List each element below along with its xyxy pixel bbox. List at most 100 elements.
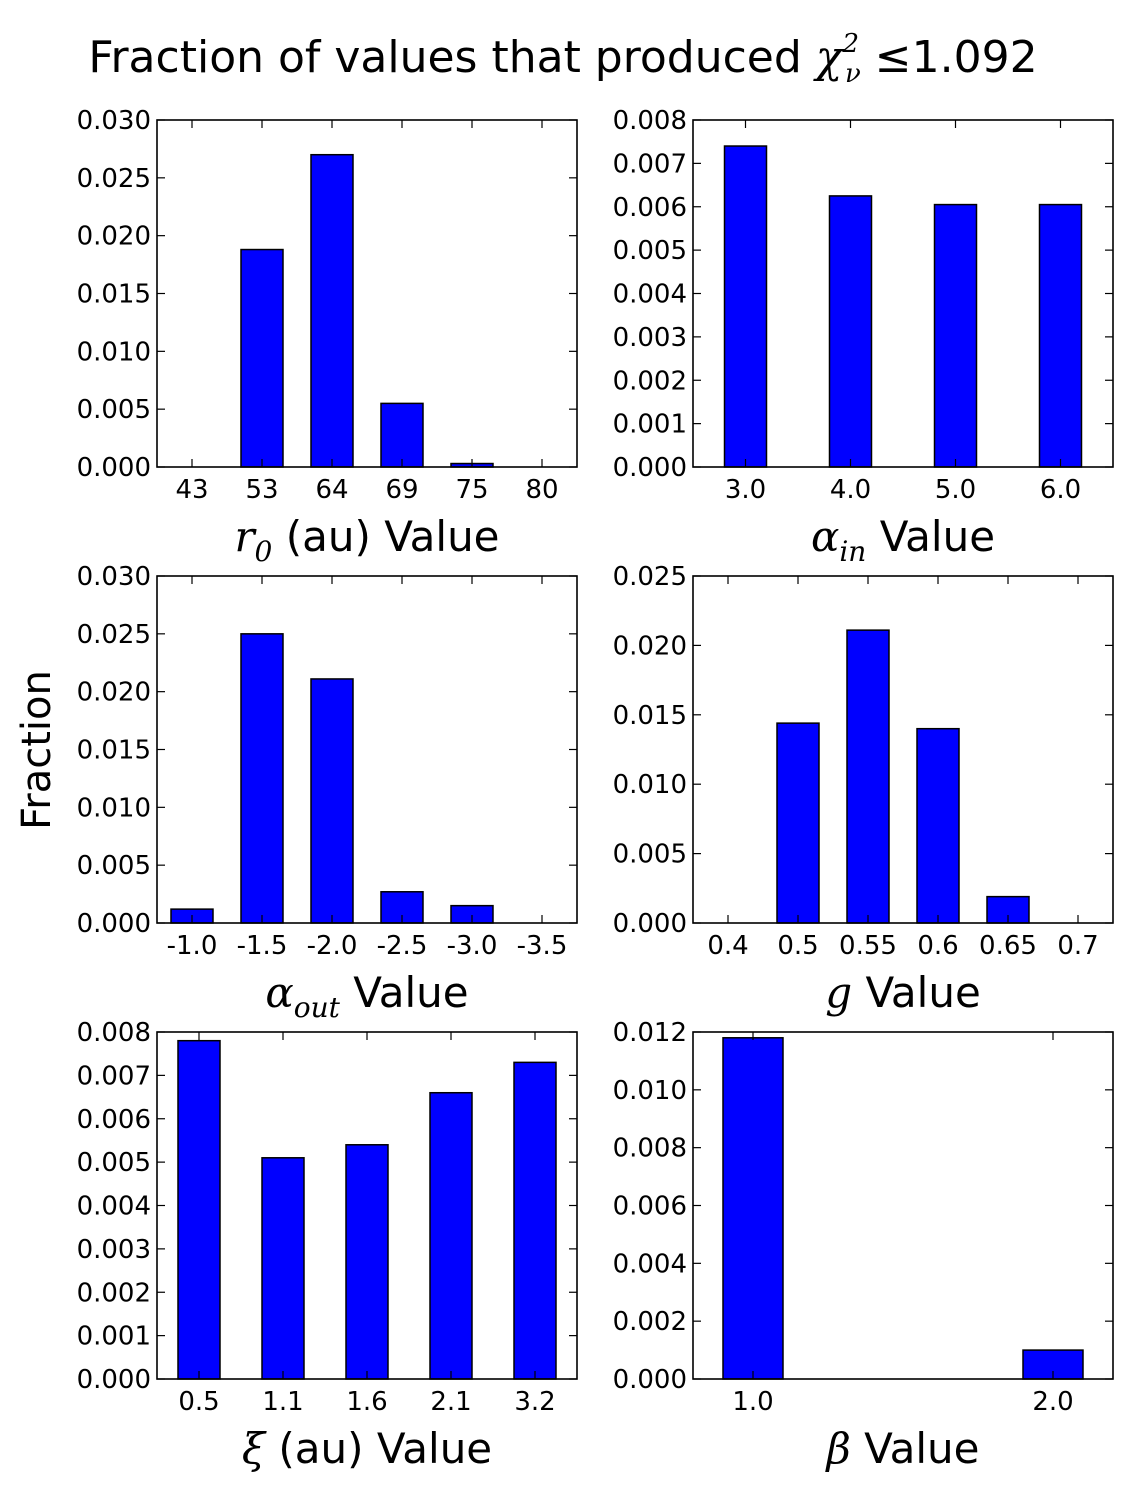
x-axis-label-text: (au) Value [272,512,499,561]
x-tick-label: 0.4 [707,931,748,961]
x-tick-label: 0.6 [917,931,958,961]
chart-panel-1: 0.000 0.005 0.010 0.015 0.020 0.025 0.030 43 53 6… [77,106,578,568]
x-tick-label: -3.5 [517,931,568,961]
bar-69 [380,402,424,468]
x-tick-label: 1.1 [262,1387,303,1417]
y-tick-label: 0.007 [77,1061,151,1091]
x-axis-label: αin Value [811,512,995,568]
x-tick-label: -1.0 [167,931,218,961]
y-tick-label: 0.006 [77,1105,151,1135]
bar-2.1 [429,1091,473,1380]
x-tick-label: 75 [455,475,488,505]
y-tick-label: 0.004 [77,1192,151,1222]
x-axis-label-symbol: r [234,512,257,561]
y-tick-label: 0.010 [77,337,151,367]
x-tick-label: 2.1 [430,1387,471,1417]
x-tick-label: 3.0 [725,475,766,505]
plot-frame [692,575,1114,924]
y-tick-label: 0.015 [77,280,151,310]
plot-frame [156,119,578,468]
x-axis-label: ξ (au) Value [242,1424,492,1473]
x-tick-label: 69 [385,475,418,505]
x-tick-label: 0.5 [178,1387,219,1417]
y-tick-label: 0.001 [77,1322,151,1352]
chart-panel-2: 0.000 0.001 0.002 0.003 0.004 0.005 0.006 0.007… [613,106,1114,568]
x-axis-label-text: (au) Value [265,1424,492,1473]
y-tick-label: 0.008 [613,1134,687,1164]
plot-frame [156,575,578,924]
y-tick-label: 0.007 [613,149,687,179]
y-tick-label: 0.025 [613,562,687,592]
bar--2.0 [310,678,354,924]
y-tick-label: 0.010 [77,793,151,823]
x-axis-label: r0 (au) Value [234,512,499,568]
y-tick-label: 0.000 [77,1365,151,1395]
bar-5.0 [933,203,978,468]
x-axis-label: αout Value [265,968,468,1024]
y-tick-label: 0.025 [77,620,151,650]
x-axis-label-text: Value [851,1424,980,1473]
bar-1.0 [722,1037,784,1380]
x-axis-label-subscript: 0 [255,535,273,568]
y-tick-label: 0.000 [77,453,151,483]
x-tick-label: 3.2 [514,1387,555,1417]
x-tick-label: -3.0 [447,931,498,961]
bar-64 [310,153,354,468]
x-axis-label-text: Value [866,512,995,561]
x-tick-label: 5.0 [935,475,976,505]
x-tick-label: 1.6 [346,1387,387,1417]
y-tick-label: 0.001 [613,410,687,440]
y-tick-label: 0.005 [77,395,151,425]
x-tick-label: 0.55 [839,931,897,961]
x-tick-label: 2.0 [1032,1387,1073,1417]
x-tick-label: 4.0 [830,475,871,505]
chart-panel-4: 0.000 0.005 0.010 0.015 0.020 0.025 0.4 0.5 0.55… [613,562,1114,1017]
bar-4.0 [828,195,873,468]
y-tick-label: 0.008 [77,1018,151,1048]
y-tick-label: 0.010 [613,1076,687,1106]
x-axis-label-symbol: α [265,968,293,1017]
y-tick-label: 0.005 [613,236,687,266]
bar--1.5 [240,633,284,924]
y-tick-label: 0.012 [613,1018,687,1048]
x-tick-label: -2.5 [377,931,428,961]
bar-3.0 [723,145,768,468]
x-tick-label: 53 [245,475,278,505]
figure-title: Fraction of values that produced χ2 ν ≤1.… [88,29,1037,89]
bar-3.2 [513,1061,557,1380]
bar-1.1 [261,1157,305,1380]
y-tick-label: 0.002 [613,1307,687,1337]
x-tick-label: 6.0 [1040,475,1081,505]
bar-0.6 [916,727,960,924]
bar-0.55 [846,629,890,924]
x-axis-label-text: Value [852,968,981,1017]
y-tick-label: 0.030 [77,562,151,592]
x-tick-label: -2.0 [307,931,358,961]
x-axis-label: g Value [825,968,981,1017]
y-tick-label: 0.006 [613,1192,687,1222]
y-tick-label: 0.015 [77,736,151,766]
chart-panel-6: 0.000 0.002 0.004 0.006 0.008 0.010 0.012 1.0 2.… [613,1018,1114,1473]
y-tick-label: 0.005 [613,840,687,870]
y-tick-label: 0.005 [77,851,151,881]
x-tick-label: 43 [175,475,208,505]
y-tick-label: 0.008 [613,106,687,136]
y-tick-label: 0.020 [77,678,151,708]
x-tick-label: 80 [525,475,558,505]
x-tick-label: 0.5 [777,931,818,961]
bar-6.0 [1038,203,1083,468]
x-axis-label-symbol: β [825,1424,851,1473]
y-tick-label: 0.004 [613,280,687,310]
y-tick-label: 0.003 [77,1235,151,1265]
x-tick-label: 0.7 [1057,931,1098,961]
bar-53 [240,248,284,468]
x-axis-label-subscript: in [839,535,866,568]
y-tick-label: 0.002 [77,1278,151,1308]
x-tick-label: -1.5 [237,931,288,961]
x-axis-label-symbol: g [825,968,852,1017]
x-tick-label: 1.0 [732,1387,773,1417]
x-axis-label-symbol: α [811,512,839,561]
y-tick-label: 0.015 [613,701,687,731]
y-tick-label: 0.006 [613,193,687,223]
